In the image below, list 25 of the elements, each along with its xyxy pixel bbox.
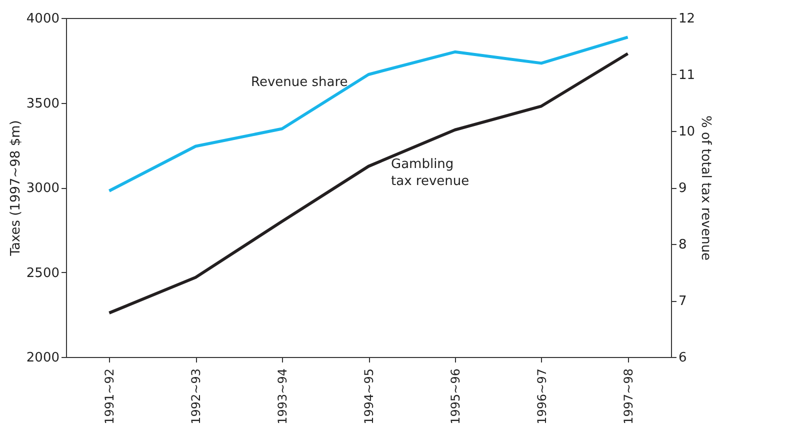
x-tick-label: 1991~92 [102, 368, 117, 424]
x-tick-label: 1994~95 [362, 368, 376, 424]
x-tick-label: 1992~93 [189, 368, 204, 424]
x-tick-label: 1993~94 [276, 368, 290, 424]
series-label: Revenue share [251, 75, 348, 90]
line-series [108, 52, 630, 314]
y-tick-label: 2500 [26, 266, 60, 281]
y2-tick-label: 6 [678, 350, 687, 366]
y2-tick-label: 7 [678, 294, 687, 309]
series-label: Gambling tax revenue [391, 157, 470, 189]
y-tick-label: 3500 [26, 96, 60, 112]
line-series [108, 36, 630, 192]
y2-axis-title: % of total tax revenue [698, 115, 714, 261]
y2-tick-label: 9 [678, 181, 687, 196]
y-axis-title: Taxes (1997~98 $m) [8, 120, 24, 257]
y-tick-label: 3000 [26, 181, 60, 196]
y2-tick-label: 8 [678, 238, 687, 252]
y2-tick-label: 10 [678, 124, 696, 140]
y-tick-label: 4000 [26, 12, 60, 26]
y2-tick-label: 11 [678, 68, 696, 83]
x-tick-label: 1997~98 [621, 368, 636, 424]
y-tick-label: 2000 [26, 350, 60, 366]
x-tick-label: 1996~97 [534, 368, 549, 424]
x-tick-label: 1995~96 [448, 368, 462, 424]
y2-tick-label: 12 [678, 12, 696, 26]
